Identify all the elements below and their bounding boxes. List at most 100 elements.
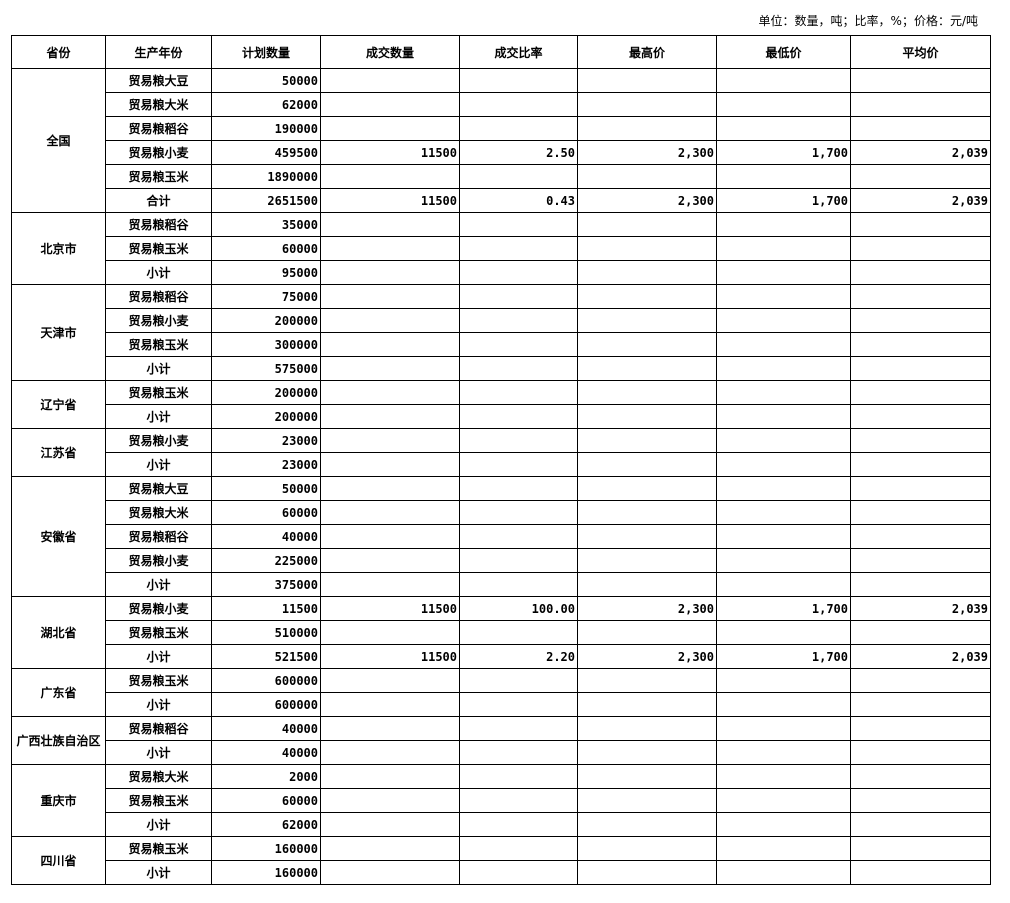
deal-rate-cell — [459, 428, 578, 453]
avg-price-cell — [850, 692, 991, 717]
item-cell: 贸易粮小麦 — [105, 308, 212, 333]
deal-rate-cell — [459, 836, 578, 861]
item-cell: 小计 — [105, 452, 212, 477]
header-deal-qty: 成交数量 — [320, 35, 460, 69]
min-price-cell — [716, 740, 851, 765]
avg-price-cell — [850, 356, 991, 381]
planned-qty-cell: 200000 — [211, 308, 321, 333]
avg-price-cell — [850, 548, 991, 573]
deal-qty-cell — [320, 812, 460, 837]
avg-price-cell: 2,039 — [850, 140, 991, 165]
province-cell: 北京市 — [11, 212, 106, 285]
max-price-cell — [577, 836, 717, 861]
table-row: 重庆市 贸易粮大米 2000 — [11, 764, 991, 837]
item-cell: 小计 — [105, 572, 212, 597]
header-row: 省份 生产年份 计划数量 成交数量 成交比率 最高价 最低价 平均价 — [11, 35, 991, 69]
item-cell: 贸易粮稻谷 — [105, 284, 212, 309]
table-row: 小计 200000 — [12, 404, 991, 429]
min-price-cell — [716, 692, 851, 717]
planned-qty-cell: 11500 — [211, 596, 321, 621]
table-row: 北京市 贸易粮稻谷 35000 — [11, 212, 991, 285]
planned-qty-cell: 300000 — [211, 332, 321, 357]
avg-price-cell — [850, 524, 991, 549]
deal-qty-cell — [320, 68, 460, 93]
item-cell: 贸易粮玉米 — [105, 788, 212, 813]
avg-price-cell — [850, 740, 991, 765]
deal-rate-cell — [459, 716, 578, 741]
max-price-cell — [577, 452, 717, 477]
planned-qty-cell: 23000 — [211, 428, 321, 453]
planned-qty-cell: 160000 — [211, 860, 321, 885]
avg-price-cell — [850, 428, 991, 453]
max-price-cell — [577, 236, 717, 261]
avg-price-cell — [850, 212, 991, 237]
min-price-cell — [716, 524, 851, 549]
max-price-cell — [577, 428, 717, 453]
min-price-cell — [716, 668, 851, 693]
unit-note: 单位：数量，吨；比率，%；价格：元/吨 — [758, 14, 978, 28]
max-price-cell — [577, 620, 717, 645]
item-cell: 合计 — [105, 188, 212, 213]
min-price-cell — [716, 500, 851, 525]
min-price-cell — [716, 260, 851, 285]
deal-rate-cell — [459, 404, 578, 429]
max-price-cell — [577, 476, 717, 501]
avg-price-cell — [850, 260, 991, 285]
item-cell: 贸易粮玉米 — [105, 380, 212, 405]
deal-rate-cell — [459, 764, 578, 789]
header-deal-rate: 成交比率 — [459, 35, 578, 69]
table-row: 江苏省 贸易粮小麦 23000 — [11, 428, 991, 477]
table-row: 小计 521500 11500 2.20 2,300 1,700 2,039 — [12, 644, 991, 669]
avg-price-cell — [850, 716, 991, 741]
max-price-cell — [577, 812, 717, 837]
table-row: 小计 575000 — [12, 356, 991, 381]
deal-rate-cell — [459, 356, 578, 381]
min-price-cell: 1,700 — [716, 140, 851, 165]
deal-rate-cell — [459, 476, 578, 501]
max-price-cell — [577, 404, 717, 429]
avg-price-cell — [850, 452, 991, 477]
deal-rate-cell: 0.43 — [459, 188, 578, 213]
min-price-cell — [716, 836, 851, 861]
avg-price-cell — [850, 860, 991, 885]
avg-price-cell — [850, 68, 991, 93]
planned-qty-cell: 200000 — [211, 404, 321, 429]
table-row: 小计 600000 — [12, 692, 991, 717]
deal-rate-cell — [459, 524, 578, 549]
max-price-cell — [577, 524, 717, 549]
planned-qty-cell: 200000 — [211, 380, 321, 405]
item-cell: 贸易粮玉米 — [105, 836, 212, 861]
table-row: 贸易粮玉米 60000 — [12, 788, 991, 813]
table-row: 贸易粮小麦 459500 11500 2.50 2,300 1,700 2,039 — [12, 140, 991, 165]
table-row: 四川省 贸易粮玉米 160000 — [11, 836, 991, 885]
province-cell: 湖北省 — [11, 596, 106, 669]
province-cell: 天津市 — [11, 284, 106, 381]
item-cell: 贸易粮大米 — [105, 764, 212, 789]
planned-qty-cell: 60000 — [211, 788, 321, 813]
deal-qty-cell — [320, 500, 460, 525]
table-row: 贸易粮大米 60000 — [12, 500, 991, 525]
province-cell: 广东省 — [11, 668, 106, 717]
deal-rate-cell — [459, 236, 578, 261]
deal-rate-cell — [459, 92, 578, 117]
min-price-cell — [716, 620, 851, 645]
planned-qty-cell: 225000 — [211, 548, 321, 573]
deal-qty-cell — [320, 236, 460, 261]
planned-qty-cell: 40000 — [211, 716, 321, 741]
planned-qty-cell: 23000 — [211, 452, 321, 477]
avg-price-cell — [850, 668, 991, 693]
max-price-cell — [577, 500, 717, 525]
max-price-cell — [577, 668, 717, 693]
table-row: 贸易粮玉米 510000 — [12, 620, 991, 645]
table-row: 广东省 贸易粮玉米 600000 — [11, 668, 991, 717]
deal-qty-cell: 11500 — [320, 644, 460, 669]
table-row: 小计 95000 — [12, 260, 991, 285]
avg-price-cell — [850, 404, 991, 429]
avg-price-cell — [850, 836, 991, 861]
item-cell: 贸易粮稻谷 — [105, 524, 212, 549]
planned-qty-cell: 160000 — [211, 836, 321, 861]
deal-qty-cell — [320, 92, 460, 117]
min-price-cell — [716, 572, 851, 597]
deal-rate-cell — [459, 68, 578, 93]
max-price-cell — [577, 260, 717, 285]
